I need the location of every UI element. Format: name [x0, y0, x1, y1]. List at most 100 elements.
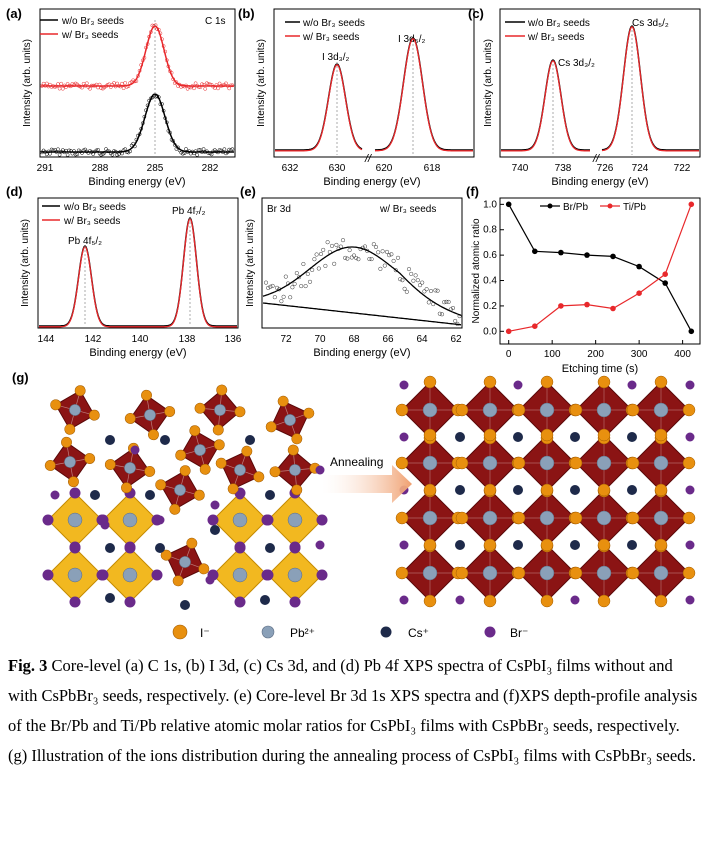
bromide-ion: [399, 540, 409, 550]
figure-caption: Fig. 3 Core-level (a) C 1s, (b) I 3d, (c…: [8, 651, 698, 771]
cesium-legend-label: Cs⁺: [408, 626, 429, 640]
panel-c-xtick: 738: [555, 163, 572, 174]
panel-f-ytick: 0.4: [483, 276, 497, 287]
iodide-ion: [179, 465, 191, 477]
panel-a-xticks: 291 288 285 282: [37, 163, 219, 174]
bromide-ion: [685, 540, 695, 550]
iodide-ion: [455, 403, 469, 417]
iodide-ion: [169, 503, 181, 515]
iodide-ion: [455, 566, 469, 580]
cesium-ion: [105, 435, 115, 445]
iodide-ion: [148, 429, 159, 441]
iodide-ion: [654, 428, 668, 442]
panel-e-xtick: 62: [450, 334, 462, 345]
lattice-octahedron: [518, 381, 576, 439]
bromide-octahedron: [42, 542, 108, 608]
lead-ion: [194, 444, 206, 456]
panel-c-xtick: 724: [632, 163, 649, 174]
panel-e-xticks: 72 70 68 66 64 62: [280, 334, 462, 345]
panel-a: (a) w/o Br₃ seeds w/ Br₃ seeds C 1s 291 …: [6, 6, 236, 188]
panel-a-label: C 1s: [205, 16, 226, 27]
octahedron: [44, 436, 96, 488]
panel-b-legend-1: w/o Br₃ seeds: [302, 18, 365, 29]
panel-g-letter: (g): [12, 370, 29, 385]
iodide-ion: [104, 459, 116, 470]
panel-d-legend-1: w/o Br₃ seeds: [63, 202, 126, 213]
panel-d-xtick: 142: [85, 334, 102, 345]
panel-b-ylabel: Intensity (arb. units): [256, 39, 267, 127]
panel-a-ylabel: Intensity (arb. units): [22, 39, 33, 127]
data-point-br-pb: [662, 280, 668, 286]
lattice-octahedron: [632, 544, 690, 602]
lead-ion: [144, 409, 156, 421]
panel-f-xtick: 100: [544, 349, 561, 360]
cesium-ion: [145, 490, 155, 500]
lead-ion: [69, 404, 81, 416]
panel-e-xtick: 70: [314, 334, 326, 345]
panel-a-legend-2: w/ Br₃ seeds: [61, 30, 118, 41]
iodide-ion: [291, 433, 303, 445]
data-point-br-pb: [505, 201, 512, 208]
bromide-ion: [455, 595, 465, 605]
data-point-ti-pb: [636, 290, 642, 297]
iodide-ion: [194, 402, 206, 414]
iodide-ion: [626, 511, 640, 525]
iodide-ion: [597, 538, 611, 552]
panel-e-scatter: [263, 238, 462, 326]
cesium-ion: [260, 595, 270, 605]
iodide-ion: [61, 436, 72, 448]
iodide-ion: [291, 484, 303, 496]
panel-d-xtick: 136: [225, 334, 242, 345]
figure-3: (a) w/o Br₃ seeds w/ Br₃ seeds C 1s 291 …: [6, 6, 701, 640]
panel-e-xtick: 64: [416, 334, 428, 345]
bromide-ion: [155, 515, 165, 525]
data-point-br-pb: [610, 253, 616, 260]
iodide-ion: [540, 594, 554, 608]
iodide-ion: [682, 403, 696, 417]
iodide-ion: [512, 403, 526, 417]
iodide-ion: [423, 375, 437, 389]
bromide-ion: [685, 432, 695, 442]
bromide-octahedron: [97, 542, 163, 608]
panel-b-letter: (b): [238, 6, 255, 21]
cesium-ion: [245, 435, 255, 445]
octahedron: [155, 465, 205, 515]
cesium-ion: [513, 540, 523, 550]
bromide-legend-icon: [484, 626, 496, 638]
svg-text://: //: [592, 153, 600, 165]
iodide-ion: [654, 538, 668, 552]
iodide-ion: [215, 457, 227, 469]
panel-c-legend-2: w/ Br₃ seeds: [527, 32, 584, 43]
octahedron: [175, 425, 225, 475]
panel-a-xtick: 288: [92, 163, 109, 174]
iodide-ion: [626, 566, 640, 580]
panel-a-xlabel: Binding energy (eV): [88, 176, 185, 188]
iodide-ion: [84, 453, 96, 464]
panel-c-letter: (c): [468, 6, 484, 21]
iodide-ion: [395, 511, 409, 525]
panel-d-peak2: Pb 4f₇/₂: [172, 206, 206, 217]
series-line-br-pb: [508, 204, 692, 332]
iodide-ion: [597, 594, 611, 608]
lattice-octahedron: [401, 381, 459, 439]
cesium-ion: [105, 543, 115, 553]
iodide-ion: [88, 409, 100, 421]
panel-a-black-curve: [41, 93, 234, 153]
panel-a-xtick: 291: [37, 163, 54, 174]
cesium-ion: [265, 490, 275, 500]
panel-d-xtick: 138: [179, 334, 196, 345]
bromide-ion: [685, 485, 695, 495]
iodide-ion: [483, 594, 497, 608]
iodide-ion: [64, 423, 76, 435]
lead-ion: [234, 464, 246, 476]
panel-e-ylabel: Intensity (arb. units): [245, 219, 256, 307]
panel-d-xtick: 144: [38, 334, 55, 345]
iodide-ion: [626, 456, 640, 470]
cesium-ion: [455, 432, 465, 442]
data-point-ti-pb: [662, 271, 668, 278]
iodide-ion: [569, 511, 583, 525]
disordered-structure: [42, 384, 328, 610]
panel-b-xtick: 620: [376, 163, 393, 174]
lattice-octahedron: [461, 434, 519, 492]
panel-d: (d) w/o Br₃ seeds w/ Br₃ seeds Pb 4f₅/₂ …: [6, 184, 242, 359]
